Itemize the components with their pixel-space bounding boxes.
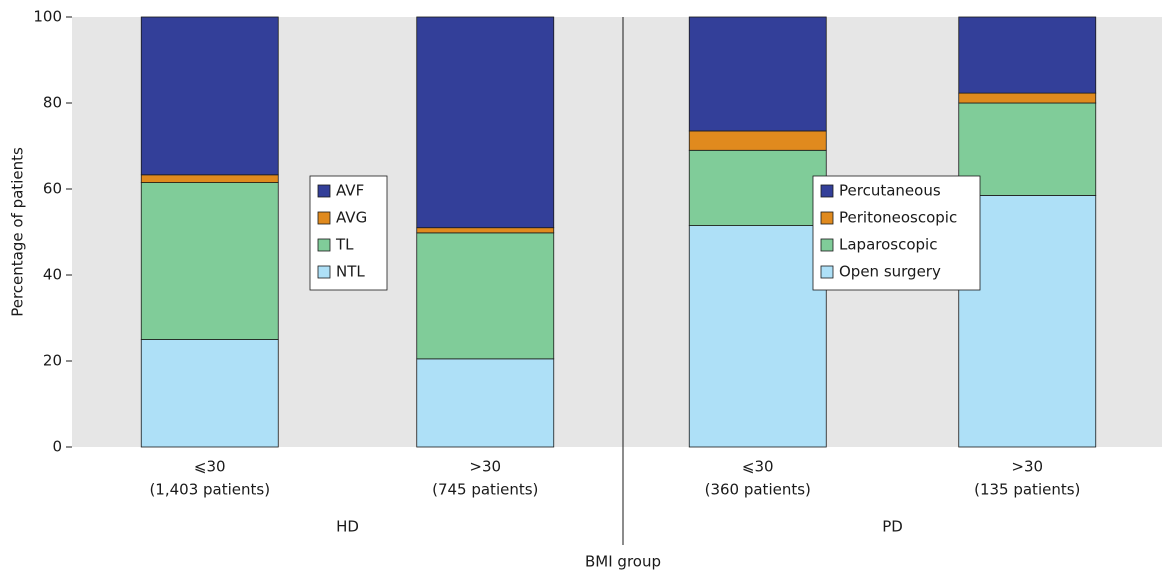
bar-segment: [958, 16, 1097, 94]
bar-segment: [140, 16, 279, 176]
x-tick-label: ⩽30: [742, 458, 774, 476]
bar-segment: [688, 16, 827, 132]
legend-swatch: [317, 265, 331, 279]
x-tick-label: >30: [469, 458, 501, 476]
bar-segment: [416, 358, 555, 448]
bar-segment: [688, 149, 827, 226]
y-tick-label: 20: [43, 352, 62, 370]
x-tick-label: (360 patients): [705, 481, 811, 499]
bar-segment: [958, 92, 1097, 104]
y-tick-label: 60: [43, 180, 62, 198]
legend-swatch: [317, 184, 331, 198]
bar-segment: [140, 174, 279, 183]
legend-swatch: [820, 265, 834, 279]
x-tick-label: >30: [1011, 458, 1043, 476]
legend-swatch: [820, 238, 834, 252]
legend-label: NTL: [336, 263, 365, 281]
x-tick-label: (1,403 patients): [149, 481, 270, 499]
panel-label: PD: [882, 518, 903, 536]
panel-label: HD: [336, 518, 359, 536]
x-tick-label: (135 patients): [974, 481, 1080, 499]
bar-segment: [140, 339, 279, 448]
y-tick-label: 100: [33, 8, 62, 26]
x-tick-label: (745 patients): [432, 481, 538, 499]
bar-segment: [958, 195, 1097, 448]
legend-label: Peritoneoscopic: [839, 209, 957, 227]
legend-swatch: [317, 211, 331, 225]
legend-label: AVF: [336, 182, 364, 200]
y-tick-label: 0: [52, 438, 62, 456]
y-axis-label: Percentage of patients: [9, 147, 27, 317]
legend-swatch: [820, 184, 834, 198]
bar-segment: [140, 182, 279, 340]
legend-box: [812, 175, 981, 291]
bar-segment: [416, 232, 555, 360]
legend-swatch: [820, 211, 834, 225]
x-axis-label: BMI group: [585, 553, 661, 570]
legend-label: TL: [335, 236, 354, 254]
legend-label: Open surgery: [839, 263, 941, 281]
x-tick-label: ⩽30: [194, 458, 226, 476]
legend-label: Laparoscopic: [839, 236, 937, 254]
bar-segment: [416, 227, 555, 234]
bar-segment: [416, 16, 555, 229]
bar-segment: [688, 130, 827, 151]
legend-label: AVG: [336, 209, 367, 227]
legend-label: Percutaneous: [839, 182, 941, 200]
bar-segment: [958, 102, 1097, 196]
bar-segment: [688, 225, 827, 448]
y-tick-label: 40: [43, 266, 62, 284]
legend-swatch: [317, 238, 331, 252]
y-tick-label: 80: [43, 94, 62, 112]
